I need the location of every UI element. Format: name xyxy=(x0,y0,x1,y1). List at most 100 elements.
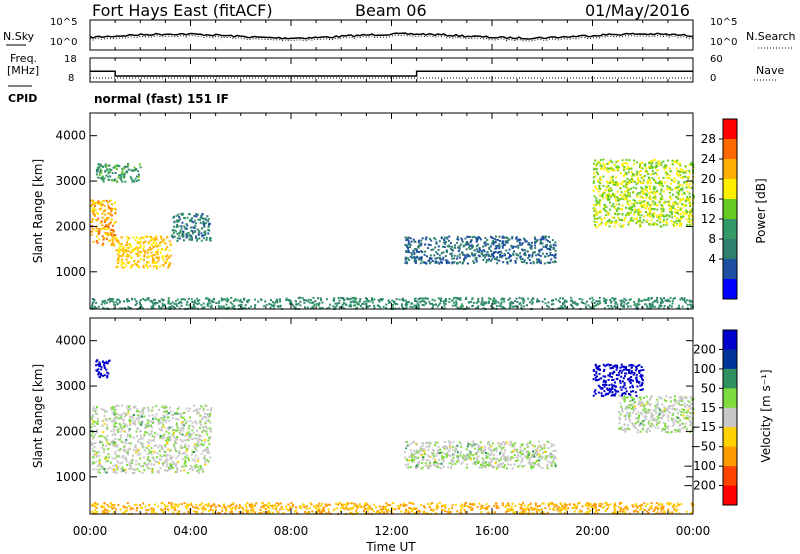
data-cell xyxy=(664,200,667,203)
data-cell xyxy=(670,305,673,308)
data-cell xyxy=(123,300,125,303)
data-cell xyxy=(661,411,664,414)
data-cell xyxy=(688,219,691,222)
data-cell xyxy=(191,429,194,432)
data-cell xyxy=(415,256,418,259)
data-cell xyxy=(615,181,617,184)
data-cell xyxy=(433,254,436,257)
data-cell xyxy=(658,410,661,413)
data-cell xyxy=(192,232,194,235)
data-cell xyxy=(424,464,427,467)
data-cell xyxy=(593,214,595,217)
data-cell xyxy=(626,193,629,196)
data-cell xyxy=(543,262,546,265)
data-cell xyxy=(199,216,202,219)
data-cell xyxy=(619,381,622,384)
data-cell xyxy=(150,463,153,466)
data-cell xyxy=(658,214,661,217)
data-cell xyxy=(671,419,674,421)
data-cell xyxy=(490,461,492,463)
data-cell xyxy=(424,261,426,264)
data-cell xyxy=(604,381,607,384)
data-cell xyxy=(123,174,126,177)
data-cell xyxy=(510,302,513,305)
data-cell xyxy=(135,236,138,239)
data-cell xyxy=(544,302,547,305)
data-cell xyxy=(373,298,376,301)
data-cell xyxy=(196,442,199,445)
data-cell xyxy=(207,220,209,223)
data-cell xyxy=(637,300,640,303)
data-cell xyxy=(161,455,164,458)
data-cell xyxy=(599,204,601,207)
data-cell xyxy=(178,215,181,218)
data-cell xyxy=(662,220,665,223)
data-cell xyxy=(677,170,680,172)
data-cell xyxy=(157,462,160,465)
data-cell xyxy=(627,188,630,191)
data-cell xyxy=(436,257,439,259)
data-cell xyxy=(366,306,369,308)
data-cell xyxy=(104,163,107,166)
data-cell xyxy=(684,165,687,168)
data-cell xyxy=(677,421,680,424)
data-cell xyxy=(677,162,680,165)
data-cell xyxy=(99,177,102,179)
data-cell xyxy=(114,445,117,448)
data-cell xyxy=(665,400,668,402)
data-cell xyxy=(197,411,200,414)
data-cell xyxy=(666,188,669,191)
data-cell xyxy=(91,447,94,450)
nsearch-label: N.Search xyxy=(746,30,796,43)
data-cell xyxy=(684,422,687,425)
data-cell xyxy=(618,223,621,226)
data-cell xyxy=(365,304,368,307)
data-cell xyxy=(645,415,648,418)
data-cell xyxy=(522,449,524,452)
data-cell xyxy=(334,306,337,309)
data-cell xyxy=(623,162,626,165)
data-cell xyxy=(661,205,664,208)
data-cell xyxy=(592,394,595,397)
data-cell xyxy=(453,453,456,456)
data-cell xyxy=(677,180,680,183)
data-cell xyxy=(500,442,503,445)
data-cell xyxy=(506,237,509,239)
data-cell xyxy=(639,202,642,205)
data-cell xyxy=(176,224,179,226)
data-cell xyxy=(126,165,129,168)
data-cell xyxy=(92,416,94,419)
data-cell xyxy=(138,175,140,178)
data-cell xyxy=(380,298,383,301)
data-cell xyxy=(412,250,415,253)
data-cell xyxy=(183,216,186,219)
data-cell xyxy=(637,417,640,420)
data-cell xyxy=(491,242,493,245)
data-cell xyxy=(681,184,684,187)
data-cell xyxy=(458,246,461,249)
data-cell xyxy=(417,306,420,308)
data-cell xyxy=(132,449,135,452)
data-cell xyxy=(117,241,120,244)
data-cell xyxy=(169,254,172,257)
data-cell xyxy=(444,445,446,448)
data-cell xyxy=(111,407,114,410)
data-cell xyxy=(378,300,381,303)
data-cell xyxy=(127,409,130,412)
data-cell xyxy=(131,458,134,461)
data-cell xyxy=(155,253,158,256)
data-cell xyxy=(503,459,506,462)
data-cell xyxy=(633,217,636,220)
data-cell xyxy=(195,235,197,238)
data-cell xyxy=(428,464,431,467)
data-cell xyxy=(659,192,662,195)
data-cell xyxy=(503,236,506,239)
data-cell xyxy=(615,199,617,202)
data-cell xyxy=(654,223,657,226)
data-cell xyxy=(166,254,169,257)
data-cell xyxy=(427,247,430,250)
data-cell xyxy=(444,303,447,306)
data-cell xyxy=(408,251,411,253)
data-cell xyxy=(670,182,672,185)
data-cell xyxy=(134,247,137,250)
